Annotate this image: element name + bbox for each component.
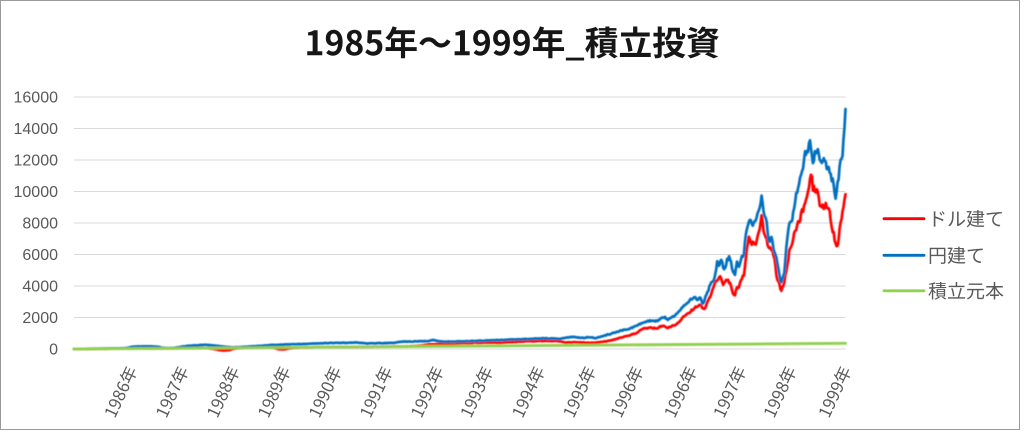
svg-text:14000: 14000 <box>14 121 59 138</box>
svg-text:4000: 4000 <box>22 279 58 296</box>
svg-text:6000: 6000 <box>22 247 58 264</box>
svg-text:12000: 12000 <box>14 153 59 170</box>
svg-text:8000: 8000 <box>22 216 58 233</box>
svg-text:10000: 10000 <box>14 184 59 201</box>
svg-text:2000: 2000 <box>22 310 58 327</box>
svg-text:0: 0 <box>49 342 58 359</box>
svg-text:16000: 16000 <box>14 90 59 107</box>
